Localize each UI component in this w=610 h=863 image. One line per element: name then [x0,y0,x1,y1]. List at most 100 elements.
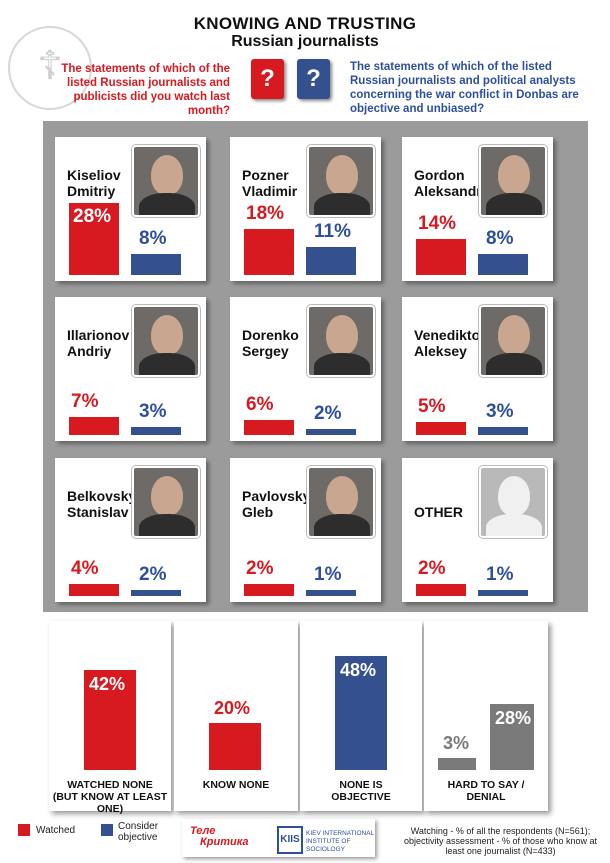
silhouette-icon [479,466,547,538]
objective-value: 1% [314,564,342,585]
journalist-name-line1: Illarionov [67,327,130,343]
summary-value: 48% [340,660,377,680]
journalist-name-line2: Gleb [242,504,274,520]
summary-caption-line2: OBJECTIVE [331,791,391,803]
summary-card: 3% 28% HARD TO SAY / DENIAL [424,621,548,811]
journalist-name-line1: Kiseliov [67,167,121,183]
objective-value: 11% [314,220,351,242]
objective-bar [306,246,356,275]
photo-head [326,155,358,195]
journalist-name: OTHER [414,504,463,520]
summary-bar [84,670,136,770]
journalist-card: Dorenko Sergey 6% 2% [230,297,381,441]
journalist-name-line2: Stanislav [67,504,129,520]
legend-objective-swatch [101,824,113,836]
summary-value: 20% [214,697,251,718]
journalist-photo [132,466,200,538]
watched-bar [244,584,294,596]
kiis-name: KIEV INTERNATIONAL INSTITUTE OF SOCIOLOG… [306,830,375,854]
journalist-photo [479,145,547,217]
photo-head [151,155,183,195]
objective-bar [306,429,356,435]
objective-value: 8% [486,228,514,250]
watched-value: 14% [418,213,457,234]
photo-body [139,514,195,536]
watched-value: 18% [246,202,285,224]
watched-bar [244,228,294,275]
summary-caption-line2: (BUT KNOW AT LEAST ONE) [52,791,168,815]
journalist-photo [307,466,375,538]
watched-value: 4% [71,558,99,579]
journalist-name: Venediktov Aleksey [414,327,488,359]
watched-bar [416,239,466,275]
kiis-logo-icon: KIIS [277,826,303,854]
question-mark-blue-icon: ? [297,59,330,99]
journalist-name-line2: Dmitriy [67,183,116,199]
journalist-name: Belkovsky Stanislav [67,488,136,520]
logos-box: Теле Критика KIIS KIEV INTERNATIONAL INS… [182,819,375,857]
objective-bar [131,254,181,275]
page-title: KNOWING AND TRUSTING [193,14,417,33]
objective-bar [131,590,181,596]
journalist-name-line1: Pavlovsky [242,488,311,504]
journalist-name: Illarionov Andriy [67,327,129,359]
summary-caption-line1: NONE IS [339,779,383,791]
objective-bar [478,427,528,435]
objective-bar [478,590,528,596]
watched-bar [69,417,119,435]
legend-objective-line2: objective [118,832,158,843]
journalist-name: Pozner Vladimir [242,167,297,199]
legend-objective-line1: Consider [118,821,159,832]
photo-head [498,315,530,355]
telekrytyka-logo: Теле Критика [190,826,249,848]
summary-value: 42% [89,674,126,695]
journalist-photo [479,305,547,377]
watched-bar [416,422,466,435]
photo-body [314,353,370,375]
question-mark-red-icon: ? [251,59,284,99]
journalist-name-line1: Gordon [414,167,465,183]
summary-caption-line2: DENIAL [466,791,506,803]
objective-value: 8% [139,228,167,250]
page-subtitle: Russian journalists [231,33,379,50]
journalist-name-line1: Belkovsky [67,488,137,504]
photo-body [314,514,370,536]
photo-head [326,476,358,516]
journalist-name-line2: Aleksandr [414,183,482,199]
objective-value: 3% [139,401,167,423]
journalist-photo [307,145,375,217]
photo-head [498,476,530,516]
kiis-name-line1: KIEV INTERNATIONAL [306,830,375,837]
objective-value: 2% [314,403,342,424]
journalist-name-line1: Dorenko [242,327,299,343]
journalist-card: Belkovsky Stanislav 4% 2% [55,458,206,602]
journalist-card: Venediktov Aleksey 5% 3% [402,297,553,441]
photo-body [486,514,542,536]
watched-value: 5% [418,396,446,418]
journalist-name: Gordon Aleksandr [414,167,482,199]
objective-bar [306,590,356,596]
photo-body [139,353,195,375]
legend-objective-label: Consider objective [118,821,158,843]
journalist-card: Kiseliov Dmitriy 28% 8% [55,137,206,281]
kiis-name-line2: INSTITUTE OF SOCIOLOGY [306,838,351,853]
journalist-card: OTHER 2% 1% [402,458,553,602]
summary-bar [438,758,476,770]
journalist-name-line2: Sergey [242,343,289,359]
photo-head [151,315,183,355]
objective-bar [478,254,528,275]
photo-head [326,315,358,355]
objective-value: 1% [486,564,514,585]
summary-value: 3% [443,733,470,753]
summary-bar [209,722,261,770]
journalist-name: Pavlovsky Gleb [242,488,311,520]
watched-value: 6% [246,393,274,415]
watched-bar [69,203,119,275]
journalist-name-line1: Pozner [242,167,289,183]
telekrytyka-logo-line1: Теле [190,825,216,837]
summary-card: 42% WATCHED NONE (BUT KNOW AT LEAST ONE) [49,621,171,815]
summary-bar [335,656,387,770]
summary-caption-line1: KNOW NONE [202,779,270,791]
watched-bar [244,419,294,435]
summary-caption-line1: HARD TO SAY / [447,779,525,791]
